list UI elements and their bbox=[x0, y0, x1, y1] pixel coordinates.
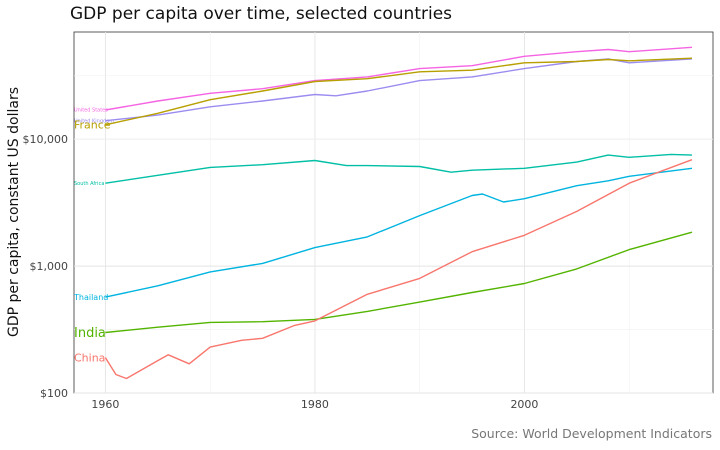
y-tick-label: $10,000 bbox=[23, 133, 69, 146]
series-label: Thailand bbox=[73, 293, 108, 302]
series-line bbox=[105, 46, 693, 111]
series-line bbox=[105, 153, 693, 184]
series-label: India bbox=[74, 326, 106, 341]
series-label: France bbox=[74, 119, 111, 132]
series-line bbox=[105, 167, 693, 298]
y-axis-label: GDP per capita, constant US dollars bbox=[6, 87, 22, 337]
series-label: United States bbox=[74, 108, 108, 114]
series-line bbox=[104, 159, 693, 380]
x-tick-label: 2000 bbox=[510, 398, 538, 411]
axis-ticks: 1960 1980 2000 $100 $1,000 $10,000 bbox=[23, 133, 539, 411]
y-tick-label: $100 bbox=[40, 387, 68, 400]
series-label: United Kingdom bbox=[74, 118, 114, 124]
source-caption: Source: World Development Indicators bbox=[471, 426, 712, 441]
plot-background bbox=[73, 31, 714, 394]
series-lines bbox=[104, 46, 693, 380]
x-tick-label: 1960 bbox=[91, 398, 119, 411]
chart-title: GDP per capita over time, selected count… bbox=[70, 4, 453, 24]
series-line bbox=[105, 57, 693, 126]
y-tick-label: $1,000 bbox=[30, 260, 69, 273]
series-label: South Africa bbox=[74, 181, 104, 187]
series-label: China bbox=[74, 351, 105, 364]
series-line bbox=[105, 231, 693, 334]
x-tick-label: 1980 bbox=[301, 398, 329, 411]
